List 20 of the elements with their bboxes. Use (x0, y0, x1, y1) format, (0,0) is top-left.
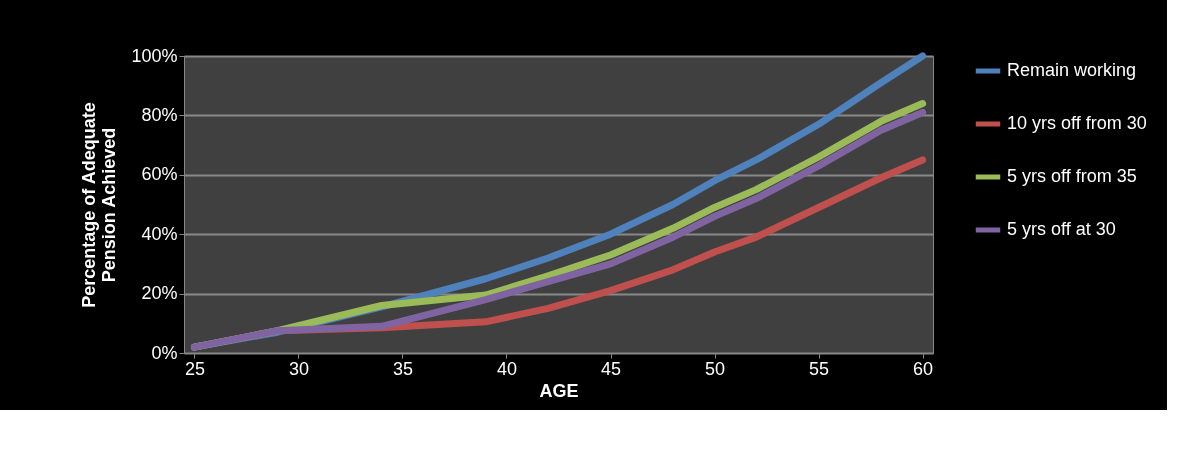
x-tick-label: 35 (392, 358, 413, 379)
y-tick-label: 80% (141, 104, 178, 125)
x-axis-title: AGE (539, 380, 579, 401)
x-tick-label: 40 (496, 358, 517, 379)
y-tick-label: 20% (141, 283, 178, 304)
legend-label: Remain working (1007, 60, 1137, 80)
x-tick-label: 25 (184, 358, 205, 379)
y-axis-title: Percentage of Adequate Pension Achieved (79, 102, 120, 308)
y-tick-label: 60% (141, 164, 178, 185)
x-tick-label: 50 (705, 358, 726, 379)
legend-label: 5 yrs off at 30 (1007, 219, 1116, 239)
x-tick-label: 45 (601, 358, 622, 379)
legend-label: 10 yrs off from 30 (1007, 113, 1147, 133)
x-tick-label: 55 (809, 358, 830, 379)
y-tick-label: 40% (141, 223, 178, 244)
x-tick-label: 60 (913, 358, 934, 379)
legend-label: 5 yrs off from 35 (1007, 166, 1137, 186)
y-tick-label: 100% (131, 45, 178, 66)
x-tick-label: 30 (288, 358, 309, 379)
y-tick-label: 0% (151, 342, 178, 363)
